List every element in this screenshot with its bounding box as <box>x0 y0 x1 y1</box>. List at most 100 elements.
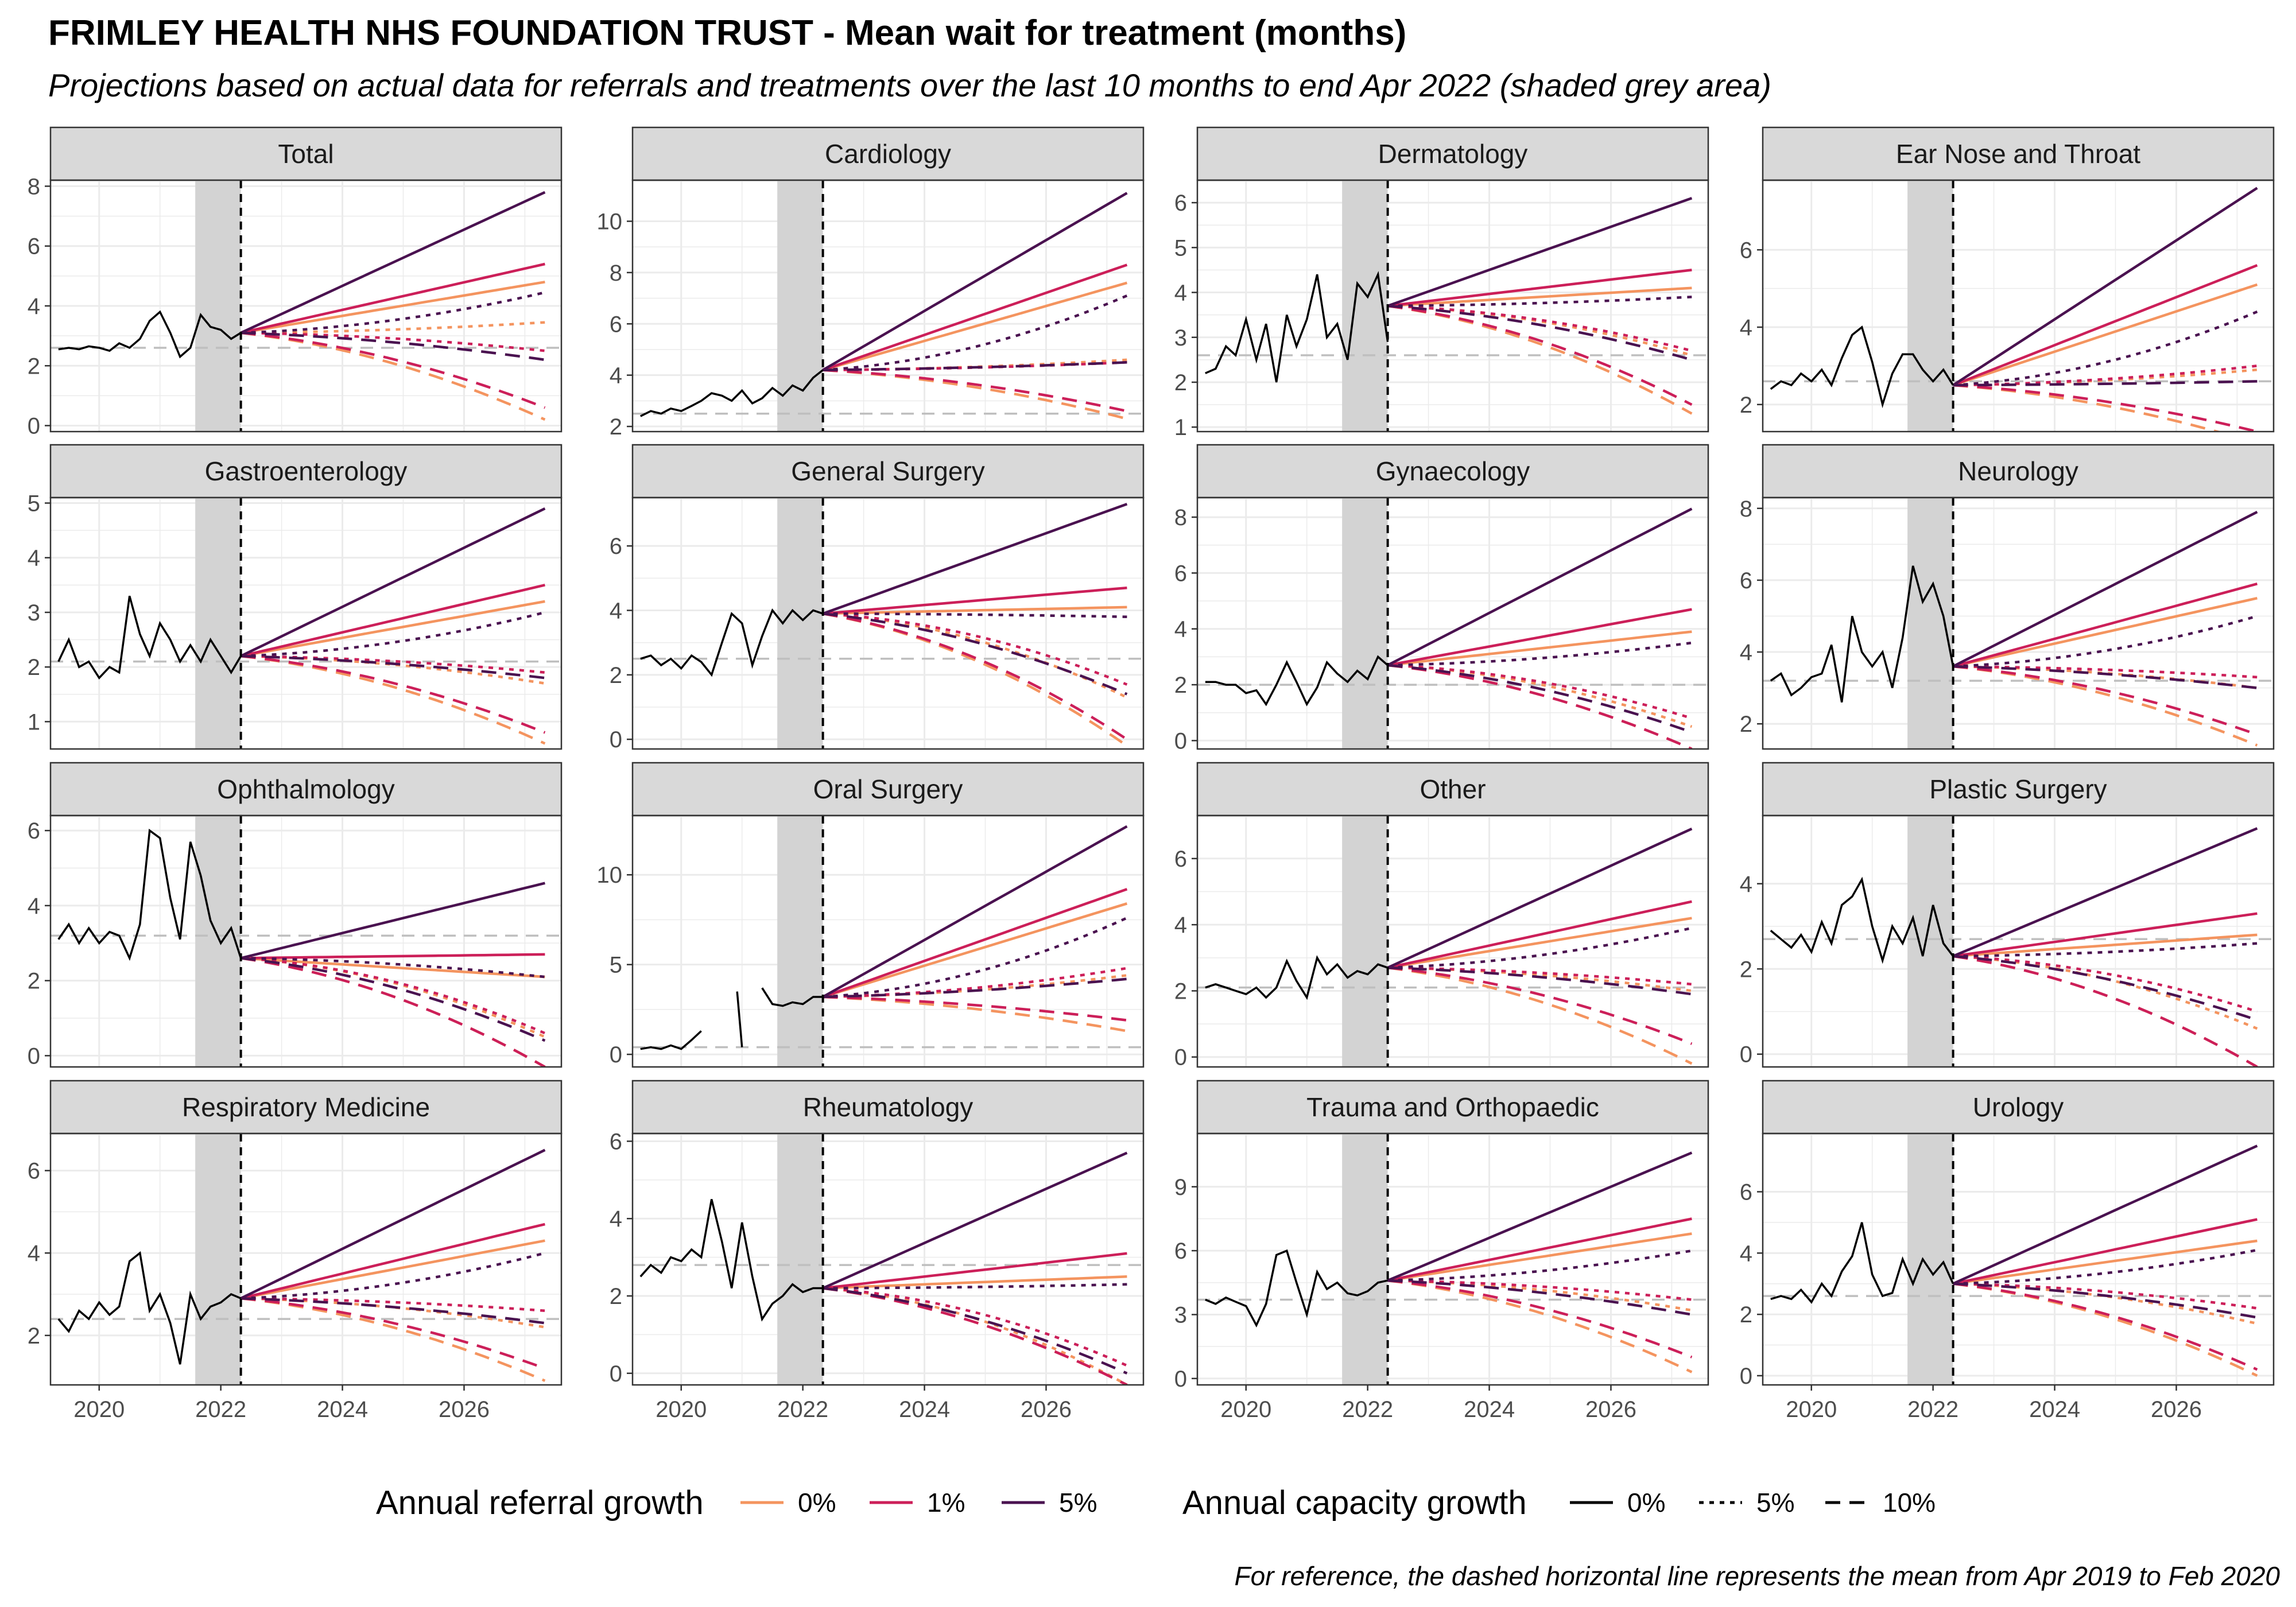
actual-data-line <box>1770 876 1954 964</box>
projection-line-referral-5-capacity-10 <box>1953 1282 2258 1319</box>
panel-title: Plastic Surgery <box>1929 774 2107 804</box>
panel-border <box>631 179 1145 433</box>
projection-line-referral-5-capacity-0 <box>1952 187 2258 386</box>
y-tick-label: 4 <box>1174 913 1187 938</box>
projection-line-referral-5-capacity-5 <box>1953 310 2258 387</box>
y-tick-label: 5 <box>28 491 40 517</box>
panel-strip <box>1196 1080 1709 1135</box>
panel-gridlines <box>51 816 561 1067</box>
actual-data-line <box>57 595 242 680</box>
panel-border <box>49 814 563 1068</box>
shaded-period <box>1907 180 1953 432</box>
panel-title: Rheumatology <box>803 1092 974 1122</box>
legend-label-referral: 5% <box>1059 1488 1097 1517</box>
projection-line-referral-5-capacity-0 <box>822 1151 1128 1290</box>
panel-strip <box>631 444 1145 499</box>
projection-line-referral-0-capacity-0 <box>241 600 545 658</box>
panel-oral-surgery: Oral Surgery 0 5 10 <box>597 762 1145 1068</box>
projection-line-referral-5-capacity-10 <box>823 1287 1128 1375</box>
shaded-period <box>1907 1134 1953 1385</box>
projection-line-referral-5-capacity-10 <box>1387 304 1693 362</box>
projection-line-referral-0-capacity-0 <box>1953 597 2258 668</box>
projection-line-referral-1-capacity-0 <box>241 953 545 960</box>
panel-title: Respiratory Medicine <box>182 1092 430 1122</box>
projection-line-referral-1-capacity-10 <box>1387 304 1693 406</box>
x-tick-label: 2022 <box>1907 1397 1958 1422</box>
facet-panels: Total02468Cardiology246810Dermatology123… <box>28 126 2275 1422</box>
projection-line-referral-1-capacity-0 <box>241 584 545 658</box>
y-tick-label: 2 <box>1740 957 1752 982</box>
y-tick-label: 0 <box>28 1043 40 1069</box>
shaded-period <box>777 498 823 749</box>
panel-ophthalmology: Ophthalmology 0 2 4 6 <box>28 762 563 1069</box>
y-tick-label: 0 <box>610 1361 622 1387</box>
y-tick-label: 1 <box>28 709 40 735</box>
panel-total: Total 0 2 4 6 8 <box>28 126 563 439</box>
panel-rheumatology: Rheumatology 0 2 4 6 2020 2022 2024 2026 <box>610 1080 1145 1422</box>
projection-line-referral-5-capacity-10 <box>823 612 1128 696</box>
shaded-period <box>195 180 241 432</box>
projection-line-referral-5-capacity-10 <box>241 957 546 1042</box>
panel-gridlines <box>633 1134 1143 1385</box>
projection-line-referral-0-capacity-10 <box>1387 966 1693 1065</box>
panel-border <box>1196 179 1709 433</box>
projection-line-referral-5-capacity-10 <box>1387 663 1693 733</box>
projection-line-referral-1-capacity-5 <box>823 1287 1128 1367</box>
projection-line-referral-0-capacity-0 <box>1387 286 1692 308</box>
x-tick-label: 2020 <box>1786 1397 1837 1422</box>
panel-strip <box>631 126 1145 181</box>
projection-line-referral-1-capacity-0 <box>241 262 545 335</box>
projection-line-referral-5-capacity-10 <box>1953 954 2258 1022</box>
actual-data-line <box>639 1199 823 1322</box>
capacity-legend-items: 0% 5% 10% <box>1570 1488 1936 1517</box>
y-tick-label: 4 <box>1740 1241 1752 1266</box>
panel-gynaecology: Gynaecology 0 2 4 6 8 <box>1174 444 1709 754</box>
panel-strip <box>49 126 563 181</box>
panel-data <box>1197 828 1708 1065</box>
projection-line-referral-1-capacity-0 <box>1387 1217 1692 1282</box>
y-tick-label: 10 <box>597 863 623 888</box>
panel-title: Oral Surgery <box>813 774 963 804</box>
actual-data-line <box>640 1030 702 1050</box>
y-tick-label: 4 <box>28 894 40 919</box>
projection-line-referral-5-capacity-0 <box>240 191 546 334</box>
y-tick-label: 6 <box>1740 238 1752 263</box>
y-tick-label: 2 <box>28 655 40 680</box>
projection-line-referral-1-capacity-10 <box>823 612 1128 741</box>
y-tick-label: 5 <box>1174 235 1187 261</box>
panel-title: Urology <box>1973 1092 2064 1122</box>
panel-border <box>1196 496 1709 750</box>
y-tick-label: 4 <box>610 1206 622 1232</box>
y-tick-label: 8 <box>610 261 622 286</box>
y-tick-label: 4 <box>1174 281 1187 306</box>
actual-data-line <box>640 608 824 677</box>
y-tick-label: 6 <box>28 818 40 844</box>
panel-title: Gastroenterology <box>205 456 408 486</box>
projection-line-referral-5-capacity-5 <box>823 294 1128 371</box>
y-tick-label: 0 <box>1174 1045 1187 1070</box>
projection-line-referral-1-capacity-0 <box>1387 608 1692 667</box>
shaded-period <box>1342 498 1388 749</box>
panel-cardiology: Cardiology 2 4 6 8 10 <box>597 126 1145 440</box>
projection-line-referral-5-capacity-0 <box>1387 1151 1693 1282</box>
projection-line-referral-1-capacity-0 <box>823 586 1127 615</box>
projection-line-referral-1-capacity-0 <box>1953 583 2258 668</box>
projection-line-referral-0-capacity-0 <box>823 605 1127 615</box>
y-tick-label: 10 <box>597 209 623 235</box>
panel-strip <box>49 444 563 499</box>
y-tick-label: 5 <box>610 953 622 978</box>
panel-ear-nose-and-throat: Ear Nose and Throat 2 4 6 <box>1740 126 2275 433</box>
projection-line-referral-1-capacity-0 <box>823 1252 1127 1290</box>
panel-title: Other <box>1420 774 1486 804</box>
y-tick-label: 1 <box>1174 415 1187 440</box>
y-tick-label: 4 <box>28 294 40 319</box>
panel-data <box>633 503 1143 747</box>
projection-line-referral-0-capacity-0 <box>822 281 1128 371</box>
projection-line-referral-5-capacity-0 <box>1387 197 1693 308</box>
projection-line-referral-1-capacity-0 <box>1387 269 1692 308</box>
y-tick-label: 4 <box>1740 315 1752 340</box>
projection-line-referral-5-capacity-10 <box>823 977 1127 999</box>
y-tick-label: 2 <box>1174 370 1187 395</box>
referral-legend-title: Annual referral growth <box>376 1484 704 1521</box>
panel-border <box>631 814 1145 1068</box>
